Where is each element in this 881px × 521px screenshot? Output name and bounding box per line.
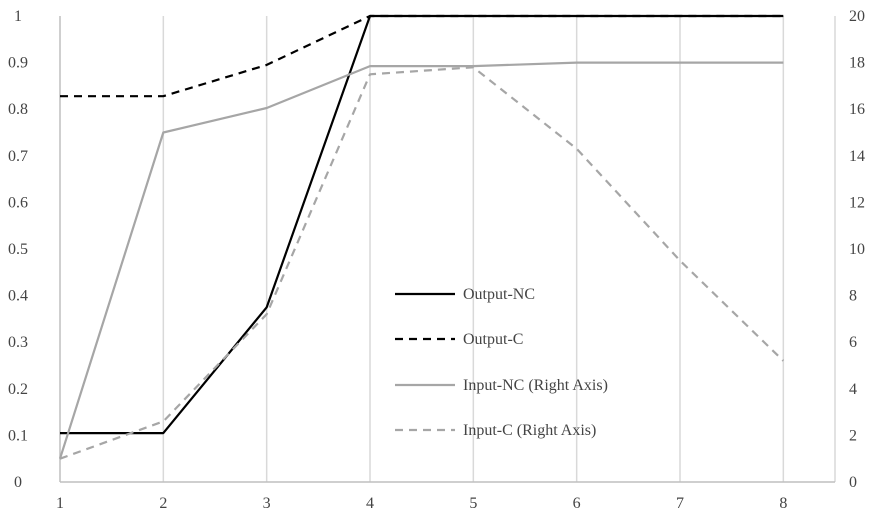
series-line-output-c (60, 14, 784, 98)
right-axis-tick-labels: 0 2 4 6 8 10 12 14 16 18 20 (849, 8, 865, 491)
left-tick-label: 0.5 (8, 241, 28, 258)
x-tick-label: 7 (676, 495, 684, 512)
right-tick-label: 14 (849, 148, 865, 165)
right-tick-label: 4 (849, 381, 857, 398)
axes (59, 16, 835, 483)
left-tick-label: 0 (14, 474, 22, 491)
legend-label: Output-C (463, 331, 523, 348)
right-tick-label: 2 (849, 427, 857, 444)
legend-label: Input-C (Right Axis) (463, 422, 596, 439)
legend: Output-NC Output-C Input-NC (Right Axis) In… (395, 286, 608, 439)
left-tick-label: 0.8 (8, 101, 28, 118)
x-axis-tick-labels: 1 2 3 4 5 6 7 8 (56, 495, 787, 512)
series-lines (58, 14, 785, 460)
left-tick-label: 0.6 (8, 194, 28, 211)
x-tick-label: 1 (56, 495, 64, 512)
left-tick-label: 0.4 (8, 288, 28, 305)
left-tick-label: 0.1 (8, 427, 28, 444)
grid-lines (162, 16, 836, 482)
x-tick-label: 4 (366, 495, 374, 512)
right-tick-label: 12 (849, 194, 865, 211)
right-tick-label: 18 (849, 55, 865, 72)
x-tick-label: 5 (469, 495, 477, 512)
series-line-output-nc (60, 14, 784, 435)
right-tick-label: 8 (849, 288, 857, 305)
left-tick-label: 0.3 (8, 334, 28, 351)
left-tick-label: 0.2 (8, 381, 28, 398)
x-tick-label: 2 (159, 495, 167, 512)
x-tick-label: 8 (779, 495, 787, 512)
left-tick-label: 1 (14, 8, 22, 25)
right-tick-label: 16 (849, 101, 865, 118)
right-tick-label: 20 (849, 8, 865, 25)
right-tick-label: 0 (849, 474, 857, 491)
x-tick-label: 3 (263, 495, 271, 512)
left-tick-label: 0.9 (8, 55, 28, 72)
legend-label: Input-NC (Right Axis) (463, 377, 608, 394)
right-tick-label: 10 (849, 241, 865, 258)
right-tick-label: 6 (849, 334, 857, 351)
series-line-input-c-right-axis (59, 66, 785, 460)
left-tick-label: 0.7 (8, 148, 28, 165)
left-axis-tick-labels: 0 0.1 0.2 0.3 0.4 0.5 0.6 0.7 0.8 0.9 1 (8, 8, 28, 491)
x-tick-label: 6 (573, 495, 581, 512)
series-line-input-nc-right-axis (58, 61, 784, 460)
legend-label: Output-NC (463, 286, 535, 303)
